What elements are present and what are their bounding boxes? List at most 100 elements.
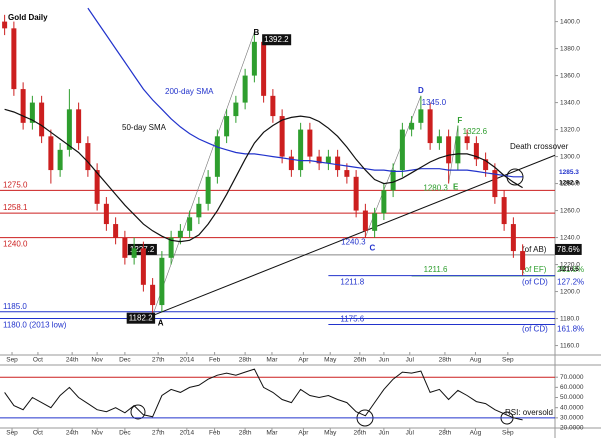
y-tick-label: 20.0000 [560,425,584,432]
candle-body [103,203,109,225]
candle-body [399,129,405,171]
x-tick-label: 27th [152,430,165,437]
level-ratio-box [555,243,582,255]
candle-body [11,28,17,90]
y-tick-label: 60.0000 [560,384,584,391]
x-tick-label: Mar [266,430,278,437]
candle-body [196,203,202,218]
x-tick-label: 27th [152,357,165,364]
x-tick-label: Sep [6,357,18,364]
y-tick-label: 1220.0 [560,261,580,268]
x-tick-label: Jun [379,357,390,364]
candle-body [205,176,211,204]
candle-body [307,129,313,157]
x-tick-label: 28th [439,357,452,364]
x-tick-label: 26th [353,357,366,364]
candle-body [492,170,498,198]
candle-body [344,170,350,177]
level-label: 1211.6 [424,265,448,274]
candle-body [2,21,8,29]
point-letter: F [457,116,462,125]
y-tick-label: 30.0000 [560,415,584,422]
point-letter: E [453,182,459,191]
y-tick-label: 1260.0 [560,207,580,214]
x-tick-label: Oct [33,357,43,364]
x-tick-label: 28th [439,430,452,437]
x-tick-label: Apr [298,357,309,364]
candle-body [168,237,174,258]
x-tick-label: Aug [470,430,482,437]
candle-body [372,213,378,231]
y-tick-label: 50.0000 [560,394,584,401]
level-label: 1275.0 [3,180,28,189]
point-letter: B [253,28,259,37]
point-value: 1240.3 [341,237,366,246]
rsi-title: RSI: oversold [505,408,553,417]
candle-body [251,41,257,76]
candle-body [381,190,387,214]
y-tick-label: 1300.0 [560,153,580,160]
x-tick-label: 28th [239,430,252,437]
x-tick-label: Aug [470,357,482,364]
candle-body [325,156,331,164]
rsi-line [4,368,523,421]
y-tick-label: 70.0000 [560,374,584,381]
point-value: 1280.3 [423,183,448,192]
candle-body [436,136,442,144]
level-ratio: 261.8% [557,265,584,274]
candle-body [113,224,119,238]
trendline [152,154,556,317]
candle-body [159,257,165,306]
candle-body [353,176,359,211]
highlight-circle [130,404,146,420]
candle-body [29,102,35,123]
candle-body [483,159,489,171]
x-tick-label: 24th [66,357,79,364]
x-tick-label: Dec [119,430,131,437]
candle-body [187,217,193,231]
candle-body [57,149,63,171]
candle-body [224,116,230,137]
candle-body [122,237,128,258]
candle-body [510,224,516,252]
x-tick-label: 2014 [180,430,195,437]
point-letter: C [369,243,375,252]
x-tick-label: Mar [266,357,278,364]
candle-body [66,109,72,150]
candle-body [409,122,415,130]
candle-body [501,197,507,225]
x-tick-label: Dec [119,357,131,364]
x-tick-label: Sep [502,357,514,364]
sma-line [4,108,523,243]
candle-body [233,102,239,117]
point-value: 1392.2 [264,35,289,44]
point-value: 1182.2 [129,314,153,323]
y-tick-label: 1280.0 [560,180,580,187]
x-tick-label: 28th [239,357,252,364]
x-tick-label: Jun [379,430,390,437]
sma-line [87,7,523,178]
x-tick-label: Oct [33,430,43,437]
candle-body [150,284,156,306]
level-note: (of AB) [522,245,547,254]
x-tick-label: Sep [6,430,18,437]
x-tick-label: Nov [91,357,103,364]
y-tick-label: 1200.0 [560,288,580,295]
y-tick-label: 1240.0 [560,234,580,241]
x-tick-label: Nov [91,430,103,437]
candle-body [362,210,368,231]
x-tick-label: May [324,430,337,437]
level-ratio: 161.8% [557,325,584,334]
x-tick-label: Feb [209,357,221,364]
price-tag: 1216.5 [559,266,579,273]
candle-body [20,89,26,123]
candle-body [279,116,285,157]
level-note: (of CD) [522,278,548,287]
y-tick-label: 1320.0 [560,126,580,133]
candle-body [464,136,470,144]
annotation: 50-day SMA [122,123,167,132]
candle-body [316,156,322,164]
point-value: 1322.6 [463,127,488,136]
